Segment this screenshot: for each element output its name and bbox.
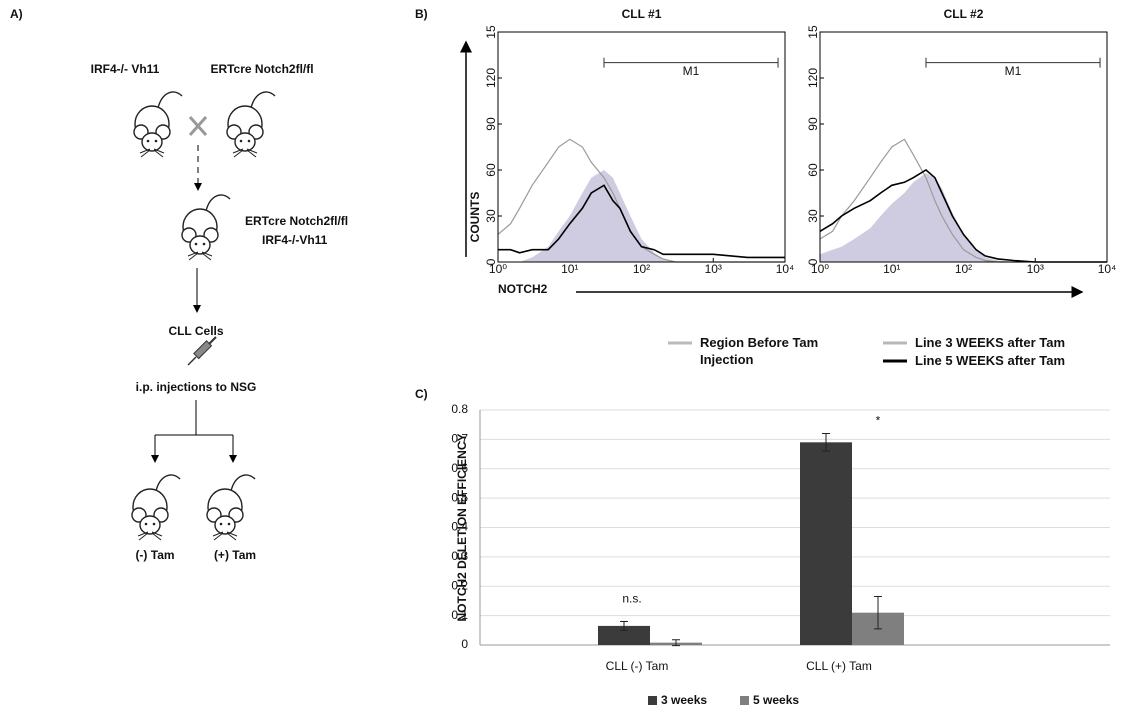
- panel-label: A): [10, 7, 23, 21]
- histogram-line: [819, 169, 1107, 263]
- y-tick-label: 0.5: [451, 490, 468, 504]
- parent-label: ERTcre Notch2fl/fl: [210, 62, 313, 76]
- y-tick-label: 15: [806, 25, 820, 39]
- significance-label: *: [876, 414, 881, 428]
- group-label: (+) Tam: [214, 548, 256, 562]
- y-tick-label: 30: [806, 209, 820, 223]
- y-tick-label: 0.2: [451, 578, 468, 592]
- mouse-icon: [131, 474, 181, 541]
- gate-label: M1: [683, 64, 700, 78]
- legend-label: Region Before Tam Injection: [700, 335, 819, 367]
- x-axis-label: NOTCH2: [498, 282, 548, 296]
- histogram-area: [498, 170, 785, 262]
- y-tick-label: 120: [806, 68, 820, 88]
- mouse-icon: [133, 91, 183, 158]
- histogram-line: [498, 184, 785, 259]
- legend-entry: Region Before Tam Injection: [700, 335, 819, 367]
- y-tick-label: 0: [461, 637, 468, 651]
- group-label: (-) Tam: [135, 548, 174, 562]
- legend-label: 5 weeks: [753, 693, 799, 707]
- histogram-area: [820, 173, 1107, 262]
- x-tick-label: CLL (+) Tam: [806, 659, 872, 673]
- gate-label: M1: [1005, 64, 1022, 78]
- connector: [155, 400, 233, 436]
- error-bar: [620, 621, 628, 631]
- legend-label: Line 5 WEEKS after Tam: [915, 353, 1066, 368]
- x-tick-label: 10³: [1027, 262, 1044, 276]
- error-bar: [672, 639, 680, 647]
- x-tick-label: 10⁰: [489, 262, 507, 276]
- y-tick-label: 0.8: [451, 402, 468, 416]
- y-tick-label: 0.3: [451, 549, 468, 563]
- x-tick-label: 10⁴: [1098, 262, 1117, 276]
- significance-label: n.s.: [622, 592, 641, 606]
- parent-label: IRF4-/- Vh11: [91, 62, 160, 76]
- legend-entry: Line 3 WEEKS after Tam: [915, 335, 1066, 350]
- y-tick-label: 0.7: [451, 432, 468, 446]
- mouse-icon: [226, 91, 276, 158]
- y-axis-label: NOTCH2 DELETION EFFICIENCY: [455, 433, 469, 621]
- y-tick-label: 90: [484, 117, 498, 131]
- bar: [800, 442, 852, 645]
- y-tick-label: 0: [806, 258, 820, 265]
- mouse-icon: [181, 194, 231, 261]
- x-tick-label: 10²: [633, 262, 650, 276]
- cross-icon: [188, 116, 208, 136]
- panel-label: B): [415, 7, 428, 21]
- y-axis-label: COUNTS: [468, 192, 482, 243]
- y-tick-label: 0.1: [451, 608, 468, 622]
- syringe-icon: [187, 336, 217, 366]
- plot-frame: [819, 31, 1108, 263]
- y-tick-label: 15: [484, 25, 498, 39]
- mouse-icon: [206, 474, 256, 541]
- x-tick-label: 10¹: [561, 262, 578, 276]
- x-tick-label: CLL (-) Tam: [606, 659, 669, 673]
- y-tick-label: 0: [484, 258, 498, 265]
- y-tick-label: 30: [484, 209, 498, 223]
- error-bar: [822, 433, 830, 452]
- legend-label: 3 weeks: [661, 693, 707, 707]
- legend-swatch: [740, 696, 749, 705]
- y-tick-label: 60: [806, 163, 820, 177]
- step-label: i.p. injections to NSG: [136, 380, 257, 394]
- legend-swatch: [648, 696, 657, 705]
- panel-label: C): [415, 387, 428, 401]
- offspring-label: ERTcre Notch2fl/fl: [245, 214, 348, 228]
- y-tick-label: 90: [806, 117, 820, 131]
- offspring-label: IRF4-/-Vh11: [262, 233, 328, 247]
- bar: [598, 625, 650, 645]
- plot-frame: [497, 31, 786, 263]
- y-tick-label: 120: [484, 68, 498, 88]
- legend-entry: Line 5 WEEKS after Tam: [915, 353, 1066, 368]
- chart-title: CLL #2: [944, 7, 984, 21]
- x-tick-label: 10²: [955, 262, 972, 276]
- y-tick-label: 60: [484, 163, 498, 177]
- error-bar: [874, 596, 882, 630]
- x-tick-label: 10³: [705, 262, 722, 276]
- chart-title: CLL #1: [622, 7, 662, 21]
- step-label: CLL Cells: [168, 324, 223, 338]
- x-tick-label: 10⁰: [811, 262, 829, 276]
- legend-label: Line 3 WEEKS after Tam: [915, 335, 1066, 350]
- x-tick-label: 10¹: [883, 262, 900, 276]
- y-tick-label: 0.4: [451, 520, 468, 534]
- y-tick-label: 0.6: [451, 461, 468, 475]
- x-tick-label: 10⁴: [776, 262, 795, 276]
